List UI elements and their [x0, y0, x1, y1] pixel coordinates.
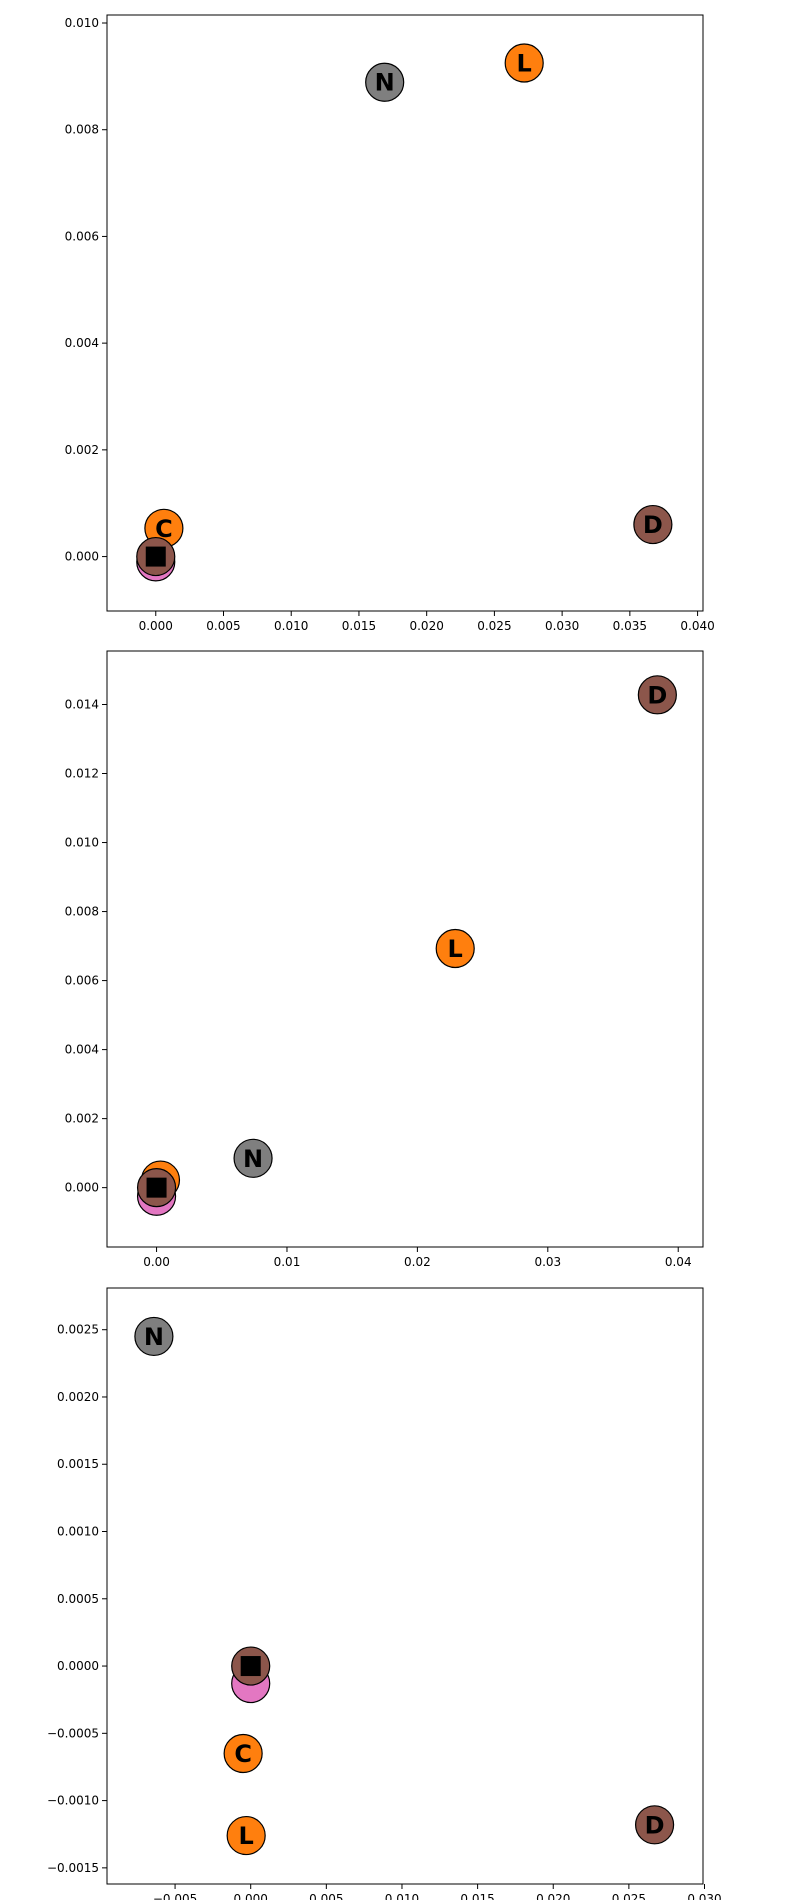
- y-tick-label: 0.0025: [57, 1323, 99, 1337]
- x-tick-label: 0.000: [139, 619, 173, 633]
- data-point-label: D: [645, 1811, 665, 1839]
- y-tick-label: −0.0010: [47, 1794, 99, 1808]
- y-tick-label: 0.014: [65, 697, 99, 711]
- y-tick-label: 0.0015: [57, 1457, 99, 1471]
- x-tick-label: 0.030: [545, 619, 579, 633]
- y-tick-label: 0.010: [65, 16, 99, 30]
- data-point-label: L: [517, 50, 532, 78]
- square-marker: [146, 1177, 167, 1198]
- data-point: [504, 43, 544, 83]
- data-point-label: C: [234, 1740, 252, 1768]
- y-tick-label: 0.000: [65, 550, 99, 564]
- x-tick-label: 0.035: [613, 619, 647, 633]
- data-point: [633, 504, 673, 545]
- data-point-label: D: [647, 681, 667, 709]
- data-point-label: C: [155, 515, 173, 543]
- y-tick-label: 0.002: [65, 443, 99, 457]
- plot-area: [106, 14, 704, 612]
- x-tick-label: 0.025: [612, 1892, 646, 1900]
- scatter-panel-3: −0.005 0.000 0.005 0.010 0.015 0.020 0.025 0.03…: [47, 1287, 722, 1900]
- y-tick-label: 0.006: [65, 974, 99, 988]
- data-point-label: D: [643, 511, 663, 539]
- data-point-label: N: [243, 1145, 263, 1173]
- data-point-label: L: [448, 935, 463, 963]
- y-tick-label: 0.004: [65, 336, 99, 350]
- x-tick-label: 0.010: [274, 619, 308, 633]
- square-marker: [145, 546, 166, 567]
- y-tick-label: 0.002: [65, 1112, 99, 1126]
- x-tick-label: 0.015: [342, 619, 376, 633]
- x-tick-label: 0.03: [534, 1255, 561, 1269]
- x-tick-label: 0.010: [385, 1892, 419, 1900]
- data-point: [226, 1815, 266, 1856]
- y-tick-label: 0.010: [65, 836, 99, 850]
- data-point: [223, 1733, 263, 1774]
- y-tick-label: 0.0000: [57, 1659, 99, 1673]
- y-tick-label: 0.008: [65, 905, 99, 919]
- y-tick-label: 0.0005: [57, 1592, 99, 1606]
- y-tick-label: −0.0015: [47, 1861, 99, 1875]
- data-point: [634, 1805, 675, 1845]
- plot-area: [106, 1287, 704, 1885]
- scatter-panel-1: 0.000 0.005 0.010 0.015 0.020 0.025 0.030 0.035…: [65, 14, 715, 633]
- y-tick-label: 0.006: [65, 229, 99, 243]
- x-tick-label: 0.020: [409, 619, 443, 633]
- y-tick-label: 0.004: [65, 1043, 99, 1057]
- data-point-label: L: [239, 1822, 254, 1850]
- square-marker: [240, 1656, 261, 1677]
- x-tick-label: 0.005: [206, 619, 240, 633]
- x-tick-label: 0.005: [309, 1892, 343, 1900]
- x-tick-label: 0.020: [536, 1892, 570, 1900]
- x-tick-label: 0.000: [234, 1892, 268, 1900]
- x-tick-label: 0.040: [680, 619, 714, 633]
- x-tick-label: 0.015: [460, 1892, 494, 1900]
- x-tick-label: 0.04: [665, 1255, 692, 1269]
- y-tick-label: 0.008: [65, 123, 99, 137]
- plot-area: [106, 650, 704, 1248]
- data-point: [134, 1316, 174, 1357]
- data-point: [365, 62, 405, 102]
- x-tick-label: 0.01: [274, 1255, 301, 1269]
- x-tick-label: 0.030: [687, 1892, 721, 1900]
- x-tick-label: −0.005: [153, 1892, 197, 1900]
- data-point: [637, 675, 677, 715]
- data-point-label: N: [375, 69, 395, 97]
- x-tick-label: 0.00: [143, 1255, 170, 1269]
- y-tick-label: 0.0020: [57, 1390, 99, 1404]
- data-point: [435, 928, 475, 969]
- y-tick-label: −0.0005: [47, 1726, 99, 1740]
- data-point-label: N: [144, 1323, 164, 1351]
- data-point: [233, 1138, 273, 1178]
- y-tick-label: 0.012: [65, 767, 99, 781]
- y-tick-label: 0.000: [65, 1181, 99, 1195]
- x-tick-label: 0.02: [404, 1255, 431, 1269]
- y-tick-label: 0.0010: [57, 1525, 99, 1539]
- scatter-panel-2: 0.00 0.01 0.02 0.03 0.04 0.000 0.002 0.004 0.006…: [65, 650, 704, 1269]
- x-tick-label: 0.025: [477, 619, 511, 633]
